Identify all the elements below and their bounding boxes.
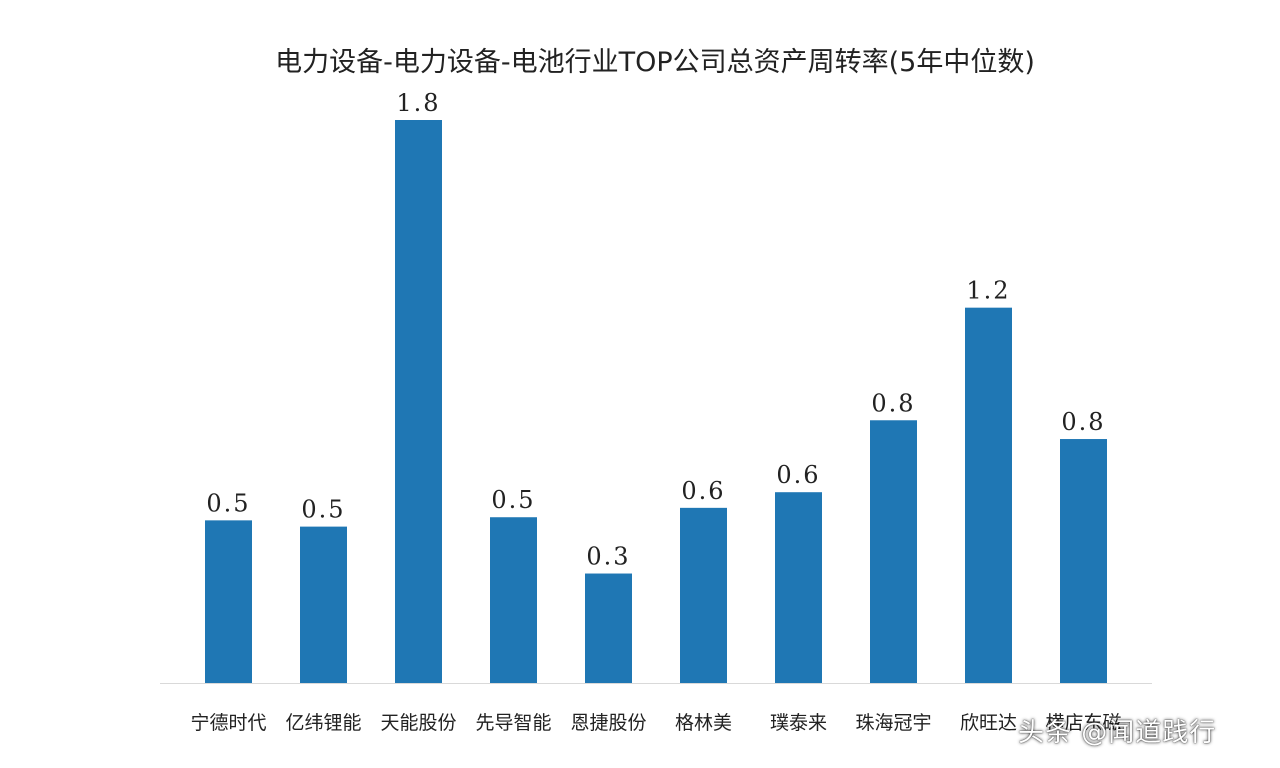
bar-6 (775, 492, 822, 683)
data-labels-group: 0.5 0.5 1.8 0.5 0.3 0.6 0.6 0.8 1.2 0.8 (206, 89, 1105, 571)
data-label-2: 1.8 (396, 89, 440, 117)
category-label-7: 珠海冠宇 (855, 712, 931, 734)
data-label-0: 0.5 (206, 489, 250, 517)
category-labels-group: 宁德时代 亿纬锂能 天能股份 先导智能 恩捷股份 格林美 璞泰来 珠海冠宇 欣旺达 横店东磁 (190, 712, 1121, 734)
bars-group (205, 120, 1107, 683)
data-label-6: 0.6 (776, 461, 820, 489)
category-label-8: 欣旺达 (960, 712, 1017, 734)
bar-5 (680, 507, 727, 683)
bar-0 (205, 520, 252, 683)
data-label-3: 0.5 (491, 486, 535, 514)
bar-3 (490, 517, 537, 683)
category-label-1: 亿纬锂能 (285, 712, 361, 734)
watermark: 头条 @闻道践行 (1018, 718, 1217, 748)
category-label-5: 格林美 (675, 712, 732, 734)
category-label-4: 恩捷股份 (570, 712, 646, 734)
data-label-8: 1.2 (966, 277, 1010, 305)
category-label-9: 横店东磁 (1045, 712, 1121, 734)
data-label-9: 0.8 (1061, 408, 1105, 436)
category-label-6: 璞泰来 (770, 712, 827, 734)
chart-title: 电力设备-电力设备-电池行业TOP公司总资产周转率(5年中位数) (275, 47, 1035, 78)
category-label-2: 天能股份 (380, 712, 456, 734)
bar-4 (585, 573, 632, 683)
category-label-0: 宁德时代 (190, 712, 266, 734)
data-label-4: 0.3 (586, 543, 630, 571)
bar-2 (395, 120, 442, 683)
bar-7 (870, 420, 917, 683)
data-label-5: 0.6 (681, 477, 725, 505)
bar-9 (1060, 439, 1107, 683)
data-label-7: 0.8 (871, 389, 915, 417)
bar-8 (965, 307, 1012, 683)
data-label-1: 0.5 (301, 496, 345, 524)
category-label-3: 先导智能 (475, 712, 551, 734)
bar-1 (300, 526, 347, 683)
